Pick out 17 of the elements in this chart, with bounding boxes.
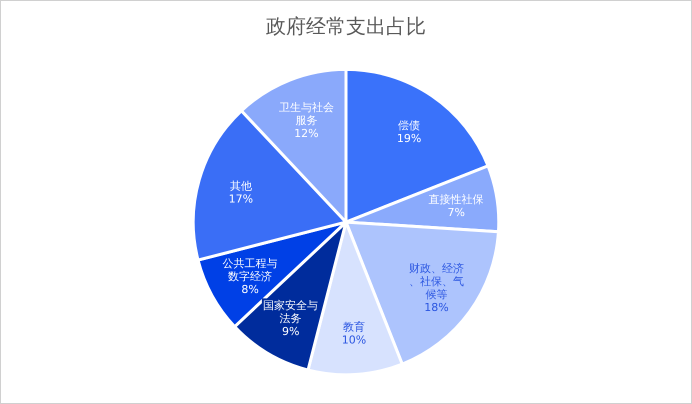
slice-label: 财政、经济、社保、气候等 — [408, 262, 464, 302]
data-label: 9% — [282, 324, 300, 338]
slice-label: 直接性社保 — [428, 192, 484, 206]
data-label: 7% — [447, 206, 465, 219]
chart-title: 政府经常支出占比 — [266, 14, 426, 38]
slice-label: 公共工程与数字经济 — [222, 256, 278, 283]
slice-label: 教育 — [342, 320, 365, 334]
data-label: 12% — [294, 126, 319, 140]
data-label: 10% — [342, 334, 366, 347]
slice-label: 其他 — [230, 179, 252, 192]
data-label: 8% — [241, 282, 259, 296]
slice-label: 卫生与社会服务 — [278, 100, 334, 127]
data-label: 17% — [228, 192, 254, 206]
data-label: 19% — [396, 132, 422, 145]
data-label: 18% — [424, 301, 449, 314]
slice-label: 国家安全与法务 — [263, 298, 318, 325]
slice-label: 偿债 — [398, 118, 420, 132]
